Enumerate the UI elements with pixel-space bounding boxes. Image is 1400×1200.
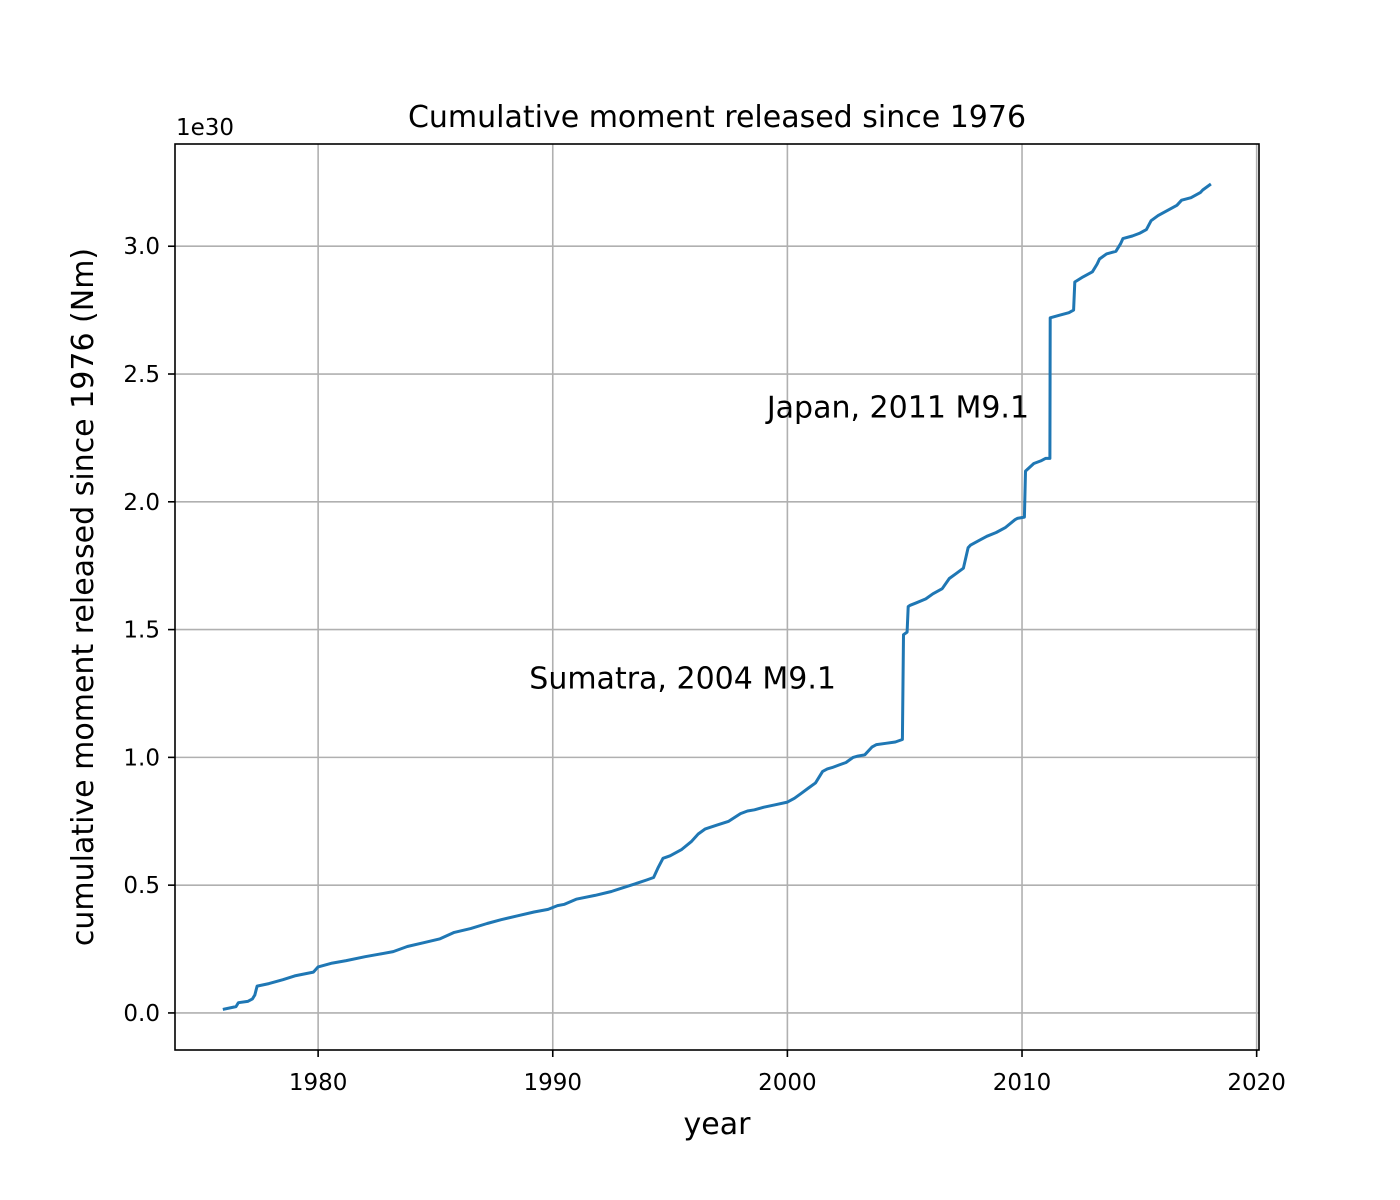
- x-tick-label: 2010: [993, 1070, 1052, 1096]
- y-tick-label: 1.0: [123, 745, 160, 771]
- y-tick-label: 0.5: [123, 873, 160, 899]
- grid: [175, 144, 1259, 1050]
- series-line-cumulative-moment: [222, 182, 1212, 1011]
- chart-title: Cumulative moment released since 1976: [408, 100, 1026, 135]
- x-tick-label: 2000: [758, 1070, 817, 1096]
- series-layer: [222, 182, 1212, 1011]
- y-axis-label: cumulative moment released since 1976 (N…: [66, 248, 101, 946]
- plot-frame: [174, 143, 1260, 1051]
- x-axis-label: year: [684, 1107, 752, 1142]
- y-tick-label: 0.0: [123, 1001, 160, 1027]
- annotation-label: Sumatra, 2004 M9.1: [529, 661, 836, 696]
- x-tick-label: 1990: [523, 1070, 582, 1096]
- y-scale-label: 1e30: [176, 115, 234, 141]
- x-tick-label: 2020: [1227, 1070, 1286, 1096]
- y-tick-label: 2.5: [123, 362, 160, 388]
- annotations: Sumatra, 2004 M9.1 Japan, 2011 M9.1: [529, 390, 1029, 696]
- y-tick-label: 3.0: [123, 234, 160, 260]
- ticks: 1980 1990 2000 2010 2020 0.0 0.5 1.0 1.5 2.0 2.5 3.…: [123, 234, 1286, 1096]
- y-tick-label: 1.5: [123, 618, 160, 644]
- y-tick-label: 2.0: [123, 490, 160, 516]
- x-tick-label: 1980: [289, 1070, 348, 1096]
- annotation-label: Japan, 2011 M9.1: [765, 390, 1029, 425]
